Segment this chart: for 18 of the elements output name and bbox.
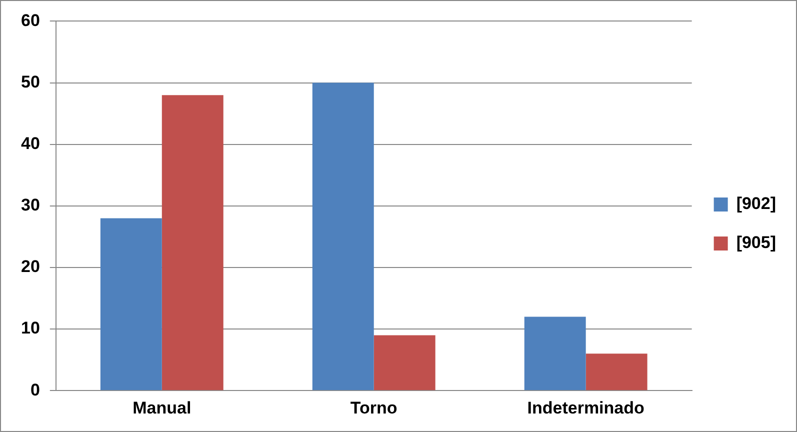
y-tick-label: 60 — [20, 10, 40, 30]
y-tick-label: 0 — [30, 380, 40, 400]
x-tick-label: Manual — [132, 398, 192, 418]
bar — [100, 218, 162, 390]
y-tick-label: 10 — [20, 318, 40, 338]
bar — [524, 316, 586, 390]
x-tick-label: Indeterminado — [527, 398, 644, 418]
y-tick-label: 20 — [20, 257, 40, 276]
bar — [162, 95, 224, 390]
x-tick-label: Torno — [350, 398, 398, 418]
bar — [374, 335, 436, 390]
y-tick-label: 40 — [20, 134, 40, 154]
y-tick-label: 50 — [20, 72, 40, 92]
bar — [586, 354, 648, 390]
legend-label: [905] — [736, 233, 776, 252]
legend-label: [902] — [736, 194, 776, 214]
bar — [312, 82, 374, 390]
y-tick-label: 30 — [20, 196, 40, 215]
